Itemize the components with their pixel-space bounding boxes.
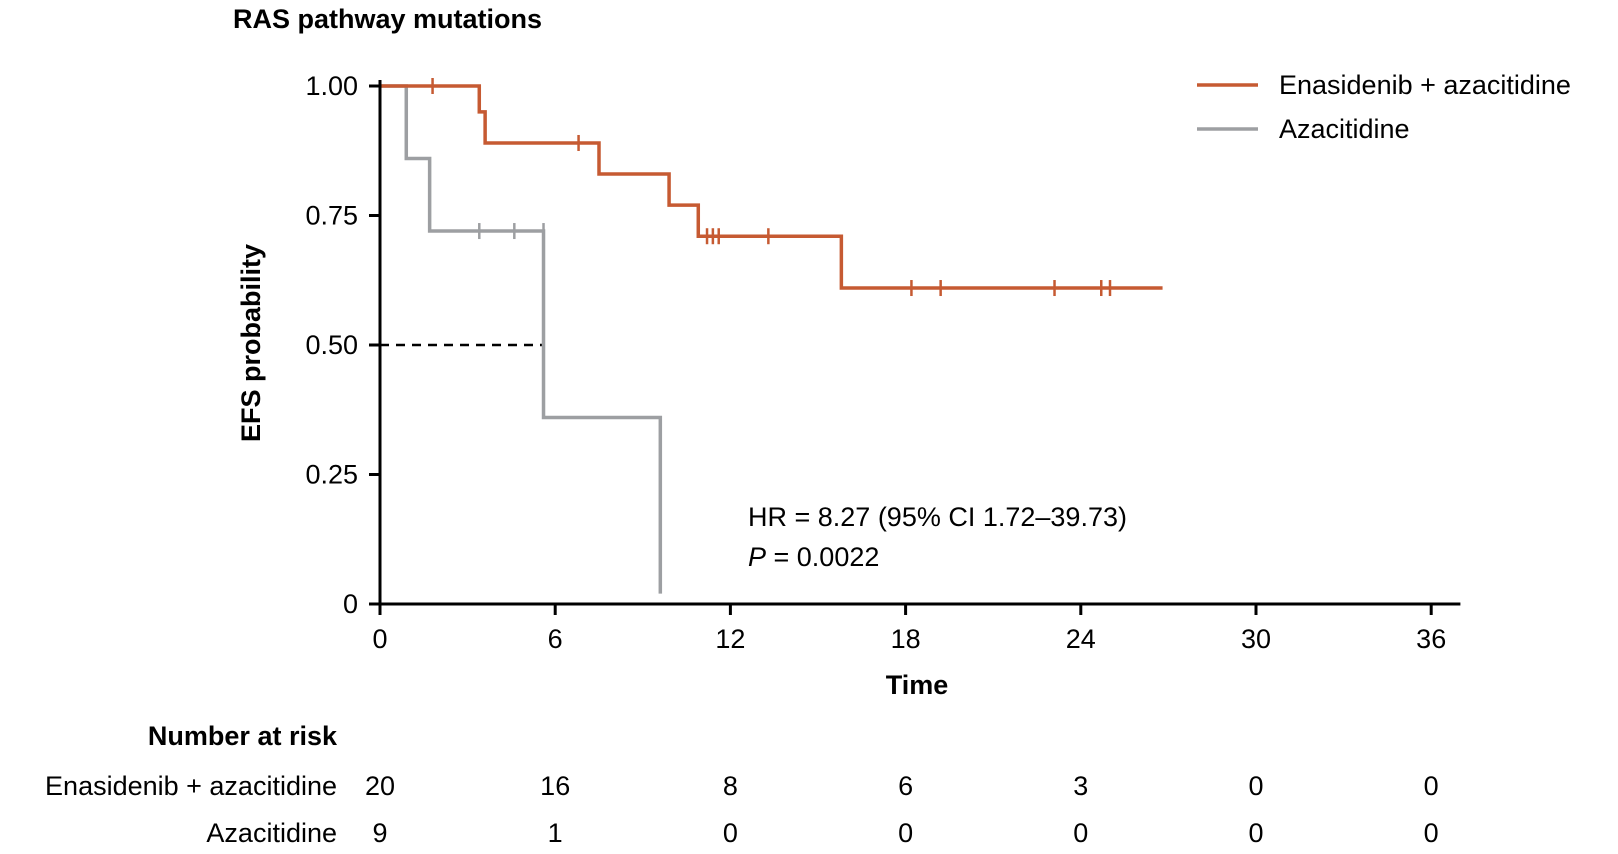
x-tick-label: 12 [715, 624, 745, 654]
risk-count: 0 [1248, 818, 1263, 848]
risk-count: 3 [1073, 771, 1088, 801]
risk-count: 8 [723, 771, 738, 801]
x-tick-label: 6 [548, 624, 563, 654]
stats-annotation: HR = 8.27 (95% CI 1.72–39.73) P = 0.0022 [748, 502, 1127, 572]
risk-count: 20 [365, 771, 395, 801]
risk-table-title: Number at risk [148, 721, 338, 751]
curves [380, 78, 1163, 594]
y-tick-label: 0 [343, 589, 358, 619]
p-value-text: P = 0.0022 [748, 542, 879, 572]
risk-count: 16 [540, 771, 570, 801]
legend-label-azacitidine: Azacitidine [1279, 114, 1410, 144]
risk-table: Number at risk Enasidenib + azacitidine 2… [45, 721, 1439, 848]
risk-row-label: Enasidenib + azacitidine [45, 771, 337, 801]
plot-area: 0 0.25 0.50 0.75 1.00 0 6 12 18 24 30 36 [305, 71, 1461, 654]
x-tick-label: 30 [1241, 624, 1271, 654]
chart-title: RAS pathway mutations [233, 4, 542, 34]
y-axis-label: EFS probability [236, 244, 266, 442]
risk-count: 9 [372, 818, 387, 848]
y-tick-label: 0.50 [305, 330, 358, 360]
risk-count: 1 [548, 818, 563, 848]
risk-count: 0 [1424, 771, 1439, 801]
risk-count: 0 [723, 818, 738, 848]
risk-count: 6 [898, 771, 913, 801]
km-curve-enasidenib [380, 84, 1163, 290]
y-tick-label: 1.00 [305, 71, 358, 101]
axes: 0 0.25 0.50 0.75 1.00 0 6 12 18 24 30 36 [305, 71, 1461, 654]
x-tick-label: 36 [1416, 624, 1446, 654]
risk-count: 0 [1248, 771, 1263, 801]
y-tick-label: 0.75 [305, 201, 358, 231]
legend-label-enasidenib: Enasidenib + azacitidine [1279, 70, 1571, 100]
x-axis-label: Time [886, 670, 949, 700]
risk-count: 0 [1424, 818, 1439, 848]
km-curve-azacitidine [380, 84, 663, 594]
legend: Enasidenib + azacitidine Azacitidine [1197, 70, 1571, 144]
x-tick-label: 0 [372, 624, 387, 654]
hazard-ratio-text: HR = 8.27 (95% CI 1.72–39.73) [748, 502, 1127, 532]
risk-count: 0 [1073, 818, 1088, 848]
risk-count: 0 [898, 818, 913, 848]
x-tick-label: 24 [1066, 624, 1096, 654]
risk-row-label: Azacitidine [206, 818, 337, 848]
y-tick-label: 0.25 [305, 460, 358, 490]
x-tick-label: 18 [891, 624, 921, 654]
